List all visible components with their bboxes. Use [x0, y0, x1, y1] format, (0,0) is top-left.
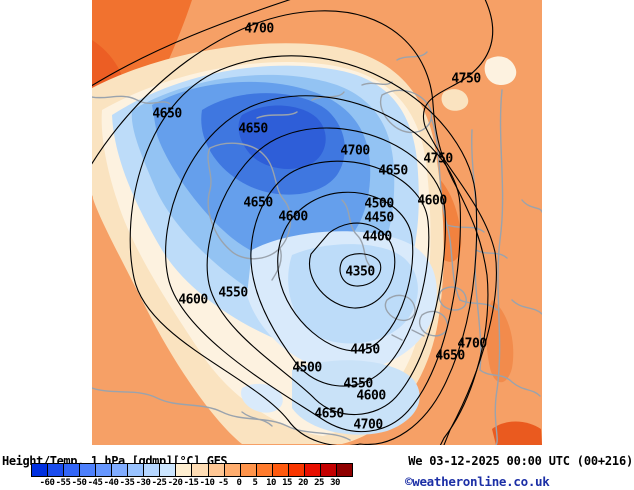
colorbar-cell	[64, 464, 81, 476]
contour-label: 4750	[451, 72, 481, 87]
colorbar-cell	[32, 464, 49, 476]
contour-label: 4700	[244, 22, 274, 37]
scale-tick-label: -35	[119, 478, 135, 488]
colorbar-cell	[192, 464, 209, 476]
colorbar-cell	[256, 464, 273, 476]
contour-label: 4650	[238, 122, 268, 137]
colorbar-cell	[336, 464, 352, 476]
colorbar-cell	[160, 464, 177, 476]
height-contour-layer	[92, 0, 497, 445]
contour-label: 4650	[314, 407, 344, 422]
colorbar-cell	[320, 464, 337, 476]
scale-tick-label: -5	[218, 478, 228, 488]
colorbar-tick-labels: -60 -55 -50 -45 -40 -35 -30 -25 -20 -15 -10 -5 0 5 10 1…	[0, 478, 634, 490]
contour-label: 4500	[364, 197, 394, 212]
scale-tick-label: 30	[330, 478, 340, 488]
colorbar-cell	[176, 464, 193, 476]
contour-label: 4350	[345, 265, 375, 280]
valid-datetime: We 03-12-2025 00:00 UTC (00+216)	[408, 454, 633, 468]
contour-label: 4600	[356, 389, 386, 404]
coastline-layer	[92, 51, 542, 445]
scale-tick-label: 5	[252, 478, 258, 488]
scale-tick-label: -10	[199, 478, 215, 488]
scale-tick-label: 15	[282, 478, 292, 488]
scale-tick-label: -55	[55, 478, 71, 488]
scale-tick-label: -30	[135, 478, 151, 488]
contour-label: 4550	[218, 286, 248, 301]
contour-label: 4700	[457, 337, 487, 352]
contour-label: 4500	[292, 361, 322, 376]
colorbar-cell	[288, 464, 305, 476]
contour-label: 4650	[435, 349, 465, 364]
colorbar-cell	[112, 464, 129, 476]
temperature-shading-layer	[92, 0, 542, 445]
scale-tick-label: 0	[236, 478, 242, 488]
colorbar-cell	[80, 464, 97, 476]
colorbar-cell	[272, 464, 289, 476]
scale-tick-label: -40	[103, 478, 119, 488]
contour-label: 4600	[278, 210, 308, 225]
contour-label: 4450	[350, 343, 380, 358]
contour-label: 4550	[343, 377, 373, 392]
colorbar-cell	[144, 464, 161, 476]
scale-tick-label: 25	[314, 478, 324, 488]
copyright-link[interactable]: ©weatheronline.co.uk	[405, 474, 550, 489]
scale-tick-label: -60	[39, 478, 55, 488]
contour-label: 4400	[362, 230, 392, 245]
contour-label: 4700	[353, 418, 383, 433]
colorbar-cell	[240, 464, 257, 476]
contour-label: 4650	[152, 107, 182, 122]
contour-label: 4750	[423, 152, 453, 167]
contour-label: 4650	[243, 196, 273, 211]
colorbar-cell	[208, 464, 225, 476]
temperature-colorbar	[31, 463, 353, 477]
scale-tick-label: -50	[71, 478, 87, 488]
contour-label: 4450	[364, 211, 394, 226]
scale-tick-label: -45	[87, 478, 103, 488]
colorbar-cell	[224, 464, 241, 476]
colorbar-cell	[96, 464, 113, 476]
colorbar-cell	[48, 464, 65, 476]
contour-label: 4650	[378, 164, 408, 179]
scale-tick-label: 20	[298, 478, 308, 488]
contour-label: 4600	[178, 293, 208, 308]
scale-tick-label: -25	[151, 478, 167, 488]
map-area: 4700 4750 4650 4650 4700 4750 4650 4650 4500 4600…	[92, 0, 542, 445]
scale-tick-label: 10	[266, 478, 276, 488]
scale-tick-label: -15	[183, 478, 199, 488]
contour-label: 4600	[417, 194, 447, 209]
colorbar-cell	[304, 464, 321, 476]
colorbar-cell	[128, 464, 145, 476]
contour-label: 4700	[340, 144, 370, 159]
scale-tick-label: -20	[167, 478, 183, 488]
